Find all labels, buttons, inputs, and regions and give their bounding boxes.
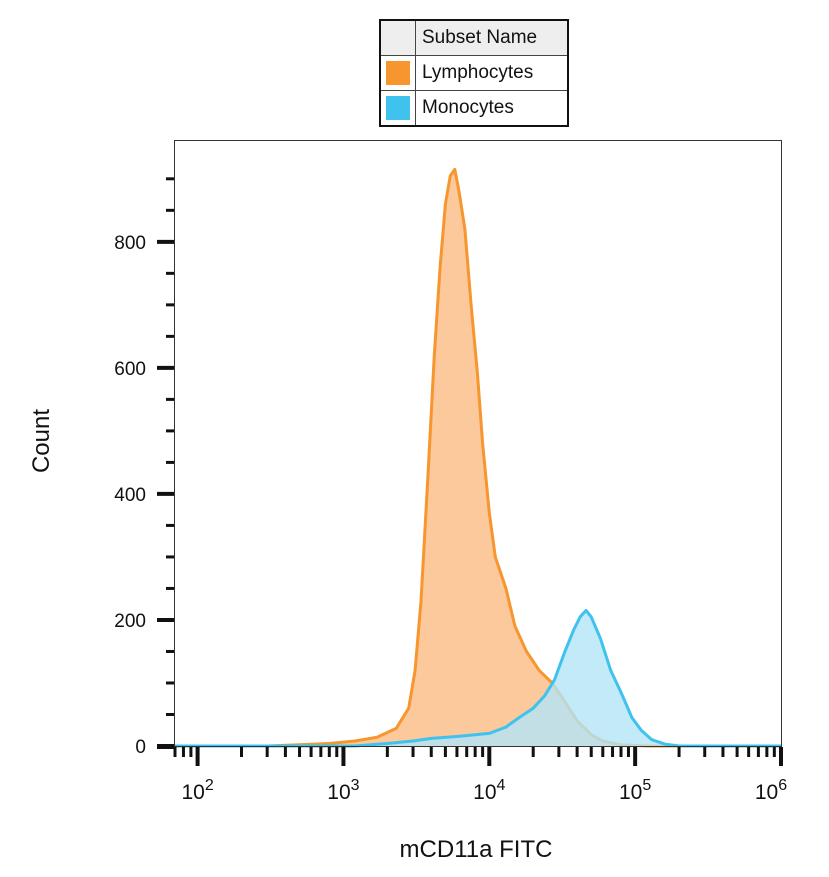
x-tick-label: 102 bbox=[181, 777, 213, 804]
y-tick-label: 0 bbox=[135, 737, 146, 758]
series-area-lymphocytes bbox=[175, 169, 781, 746]
legend-header: Subset Name bbox=[415, 19, 569, 56]
legend: Subset Name Lymphocytes Monocytes bbox=[379, 19, 569, 127]
x-axis-label: mCD11a FITC bbox=[399, 836, 553, 863]
x-tick-label: 103 bbox=[327, 777, 359, 804]
series-line-monocytes bbox=[175, 609, 781, 748]
legend-header-row: Subset Name bbox=[379, 19, 569, 56]
y-tick-label: 200 bbox=[114, 611, 146, 632]
legend-item-monocytes: Monocytes bbox=[379, 90, 569, 127]
x-tick-label: 106 bbox=[755, 777, 787, 804]
y-tick-label: 400 bbox=[114, 485, 146, 506]
legend-label-monocytes: Monocytes bbox=[415, 90, 569, 127]
legend-item-lymphocytes: Lymphocytes bbox=[379, 55, 569, 91]
legend-header-blank-cell bbox=[379, 19, 416, 56]
x-tick-label: 105 bbox=[619, 777, 651, 804]
y-tick-label: 800 bbox=[114, 233, 146, 254]
y-tick-label: 600 bbox=[114, 359, 146, 380]
plot-frame bbox=[174, 140, 782, 747]
legend-label-lymphocytes: Lymphocytes bbox=[415, 55, 569, 91]
legend-swatch-lymphocytes bbox=[386, 61, 410, 85]
y-axis-label: Count bbox=[28, 408, 55, 474]
legend-swatch-monocytes bbox=[386, 96, 410, 120]
x-tick-label: 104 bbox=[473, 777, 505, 804]
